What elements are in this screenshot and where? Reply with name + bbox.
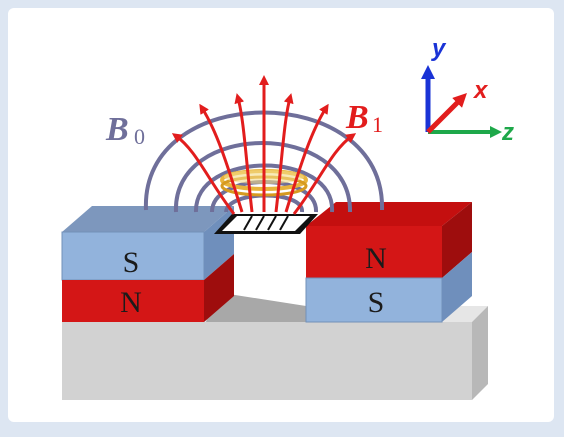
z-axis-label: z — [501, 119, 514, 146]
x-axis-arrow — [426, 93, 467, 134]
left-magnet — [61, 206, 234, 322]
left-magnet-top-pole: S — [123, 246, 140, 279]
y-axis-label: y — [431, 35, 447, 62]
rf-field-symbol: B — [345, 99, 369, 136]
rf-field-line — [274, 93, 294, 213]
rf-field-line — [199, 103, 244, 213]
rf-field-line — [171, 133, 236, 215]
static-field-subscript: 0 — [134, 124, 145, 149]
static-field-symbol: B — [105, 111, 129, 148]
right-magnet-top-pole: N — [365, 242, 387, 275]
rf-field-lines — [171, 75, 357, 215]
x-axis-label: x — [472, 77, 489, 104]
rf-field-line — [292, 133, 357, 215]
rf-field-line — [234, 93, 254, 213]
left-magnet-bottom-pole: N — [120, 286, 142, 319]
static-field-line — [173, 141, 353, 213]
gap-shadow — [206, 292, 306, 322]
rf-field-subscript: 1 — [372, 112, 383, 137]
sample-chip — [214, 214, 318, 234]
coordinate-axes: y x z — [421, 35, 514, 146]
right-magnet — [305, 202, 472, 323]
right-magnet-bottom-pole: S — [368, 286, 385, 319]
rf-field-line — [284, 103, 329, 213]
